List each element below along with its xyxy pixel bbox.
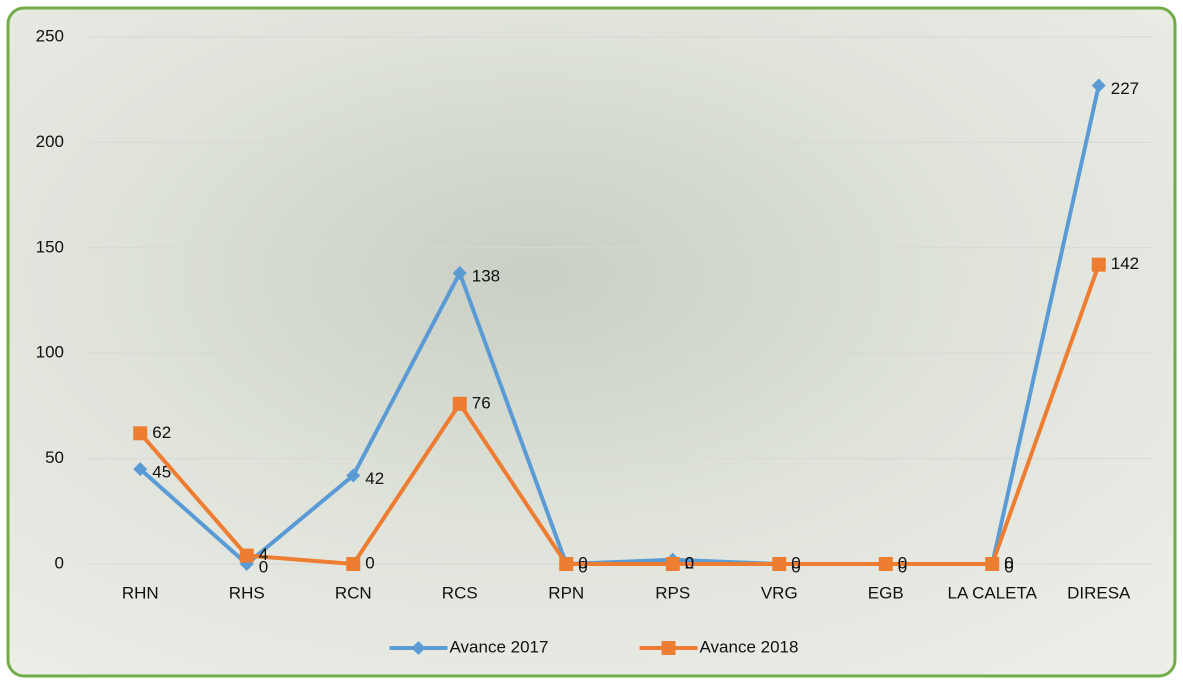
marker <box>346 557 361 571</box>
legend-label: Avance 2017 <box>450 637 549 656</box>
data-label: 45 <box>152 463 171 482</box>
x-tick-label: LA CALETA <box>948 583 1038 602</box>
marker <box>452 266 467 281</box>
data-label: 138 <box>472 267 500 286</box>
y-tick-label: 50 <box>45 448 64 467</box>
data-label: 0 <box>898 553 907 572</box>
data-label: 0 <box>898 557 907 576</box>
marker <box>239 548 254 563</box>
x-tick-label: RCN <box>335 583 372 602</box>
legend-marker <box>411 641 426 655</box>
marker <box>878 557 893 571</box>
marker <box>665 557 680 571</box>
marker <box>1091 257 1106 272</box>
legend-marker <box>661 641 676 655</box>
marker <box>559 557 574 571</box>
data-label: 0 <box>685 553 694 572</box>
x-tick-label: RCS <box>442 583 478 602</box>
data-label: 0 <box>791 557 800 576</box>
marker <box>133 426 148 441</box>
series-line <box>138 263 1101 566</box>
data-label: 142 <box>1111 254 1139 273</box>
x-tick-label: RPN <box>548 583 584 602</box>
x-tick-label: EGB <box>868 583 904 602</box>
data-label: 76 <box>472 393 491 412</box>
y-tick-label: 250 <box>36 26 64 45</box>
marker <box>346 468 361 483</box>
data-label: 0 <box>578 553 587 572</box>
marker <box>133 462 148 477</box>
y-tick-label: 0 <box>55 553 64 572</box>
data-label: 0 <box>365 553 374 572</box>
data-label: 227 <box>1111 79 1139 98</box>
x-tick-label: RHN <box>122 583 159 602</box>
y-tick-label: 100 <box>36 343 64 362</box>
marker <box>1091 78 1106 93</box>
x-tick-label: RPS <box>655 583 690 602</box>
data-label: 0 <box>259 557 268 576</box>
x-tick-label: DIRESA <box>1067 583 1131 602</box>
data-label: 42 <box>365 469 384 488</box>
data-label: 0 <box>578 557 587 576</box>
y-tick-label: 150 <box>36 237 64 256</box>
marker <box>985 557 1000 571</box>
data-label: 62 <box>152 423 171 442</box>
x-tick-label: RHS <box>229 583 265 602</box>
marker <box>772 557 787 571</box>
legend-label: Avance 2018 <box>700 637 799 656</box>
y-tick-label: 200 <box>36 132 64 151</box>
data-label: 0 <box>791 553 800 572</box>
marker <box>452 396 467 411</box>
data-label: 0 <box>1004 557 1013 576</box>
data-label: 4 <box>259 545 268 564</box>
x-tick-label: VRG <box>761 583 798 602</box>
chart-frame <box>6 6 1177 678</box>
data-label: 0 <box>1004 553 1013 572</box>
